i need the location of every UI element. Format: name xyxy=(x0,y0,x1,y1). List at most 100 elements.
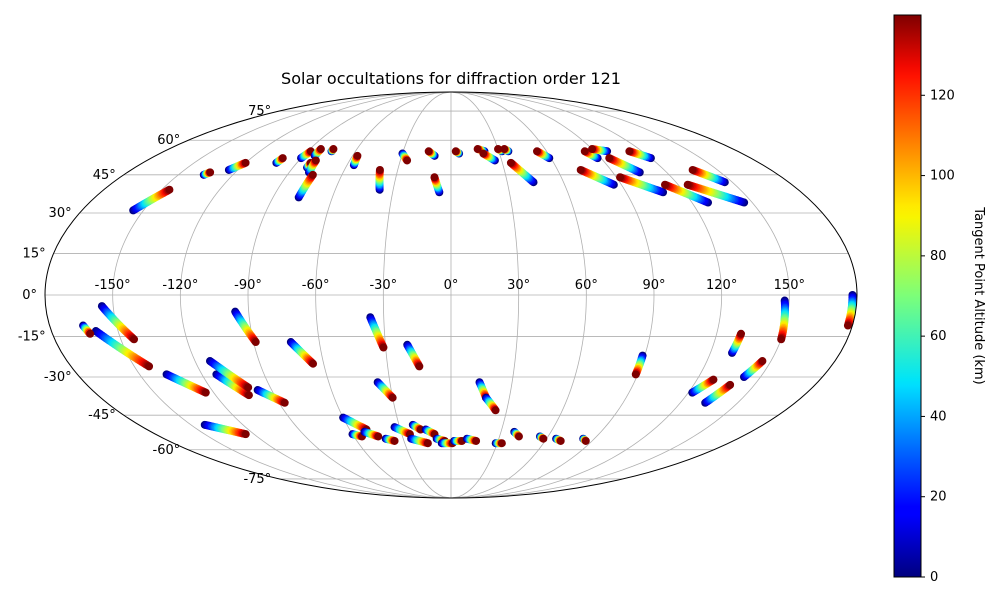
colorbar-tick-label: 100 xyxy=(930,169,955,184)
longitude-tick-label: 150° xyxy=(774,278,805,293)
meridian-gridline xyxy=(315,91,452,499)
occultation-point xyxy=(500,145,509,154)
map-boundary xyxy=(44,91,858,499)
longitude-tick-labels: -150° -120° -90° -60° -30° 0° 30° 60° 90° 120° 150… xyxy=(95,278,805,293)
occultation-point xyxy=(660,180,669,189)
occultation-point xyxy=(390,436,399,445)
occultation-point xyxy=(539,434,548,443)
occultation-point xyxy=(514,432,523,441)
longitude-tick-label: 30° xyxy=(507,278,530,293)
longitude-tick-label: -60° xyxy=(302,278,330,293)
occultation-point xyxy=(479,149,488,158)
occultation-point xyxy=(388,393,397,402)
occultation-points xyxy=(79,145,857,448)
occultation-point xyxy=(241,430,250,439)
latitude-tick-label: -60° xyxy=(153,443,181,458)
occultation-point xyxy=(491,406,500,415)
colorbar-ticks: 0 20 40 60 80 100 120 xyxy=(921,88,955,585)
latitude-tick-label: 60° xyxy=(157,133,180,148)
occultation-point xyxy=(375,165,384,174)
occultation-point xyxy=(576,165,585,174)
longitude-tick-label: 90° xyxy=(642,278,665,293)
occultation-point xyxy=(244,391,253,400)
occultation-point xyxy=(588,145,597,154)
occultation-point xyxy=(451,147,460,156)
colorbar-tick-label: 0 xyxy=(930,570,938,585)
occultation-point xyxy=(423,439,432,448)
colorbar: 0 20 40 60 80 100 120 Tangent Point Altitude (… xyxy=(893,14,986,585)
graticule xyxy=(45,91,857,499)
occultation-point xyxy=(130,335,139,344)
occultation-point xyxy=(533,147,542,156)
occultation-point xyxy=(316,145,325,154)
colorbar-tick-label: 60 xyxy=(930,329,947,344)
occultation-point xyxy=(506,158,515,167)
occultation-point xyxy=(308,170,317,179)
chart-title: Solar occultations for diffraction order… xyxy=(281,69,621,88)
colorbar-gradient xyxy=(893,14,922,578)
occultation-point xyxy=(580,147,589,156)
occultation-point xyxy=(683,180,692,189)
occultation-point xyxy=(165,185,174,194)
latitude-tick-labels: -75° -60° -45° -30° -15° 0° 15° 30° 45° 60° 75° xyxy=(18,104,271,487)
colorbar-label: Tangent Point Altitude (km) xyxy=(971,206,986,384)
occultation-point xyxy=(86,329,95,338)
latitude-tick-label: -75° xyxy=(243,472,271,487)
occultation-point xyxy=(625,147,634,156)
occultation-point xyxy=(329,145,338,154)
occultation-point xyxy=(777,335,786,344)
occultation-point xyxy=(581,436,590,445)
occultation-point xyxy=(737,329,746,338)
colorbar-tick-label: 80 xyxy=(930,249,947,264)
occultation-point xyxy=(605,154,614,163)
occultation-point xyxy=(353,151,362,160)
occultation-point xyxy=(278,154,287,163)
occultation-point xyxy=(631,370,640,379)
meridian-gridline xyxy=(450,91,655,499)
occultation-point xyxy=(403,156,412,165)
latitude-tick-label: -30° xyxy=(44,370,72,385)
occultation-point xyxy=(201,388,210,397)
meridian-gridline xyxy=(247,91,452,499)
longitude-tick-label: 120° xyxy=(706,278,737,293)
meridian-gridline xyxy=(450,91,520,499)
occultation-point xyxy=(688,165,697,174)
meridian-gridline xyxy=(450,91,723,499)
occultation-point xyxy=(244,383,253,392)
occultation-point xyxy=(709,375,718,384)
longitude-tick-label: -120° xyxy=(162,278,198,293)
occultation-point xyxy=(472,436,481,445)
longitude-tick-label: -30° xyxy=(369,278,397,293)
latitude-tick-label: 45° xyxy=(93,168,116,183)
longitude-tick-label: 0° xyxy=(444,278,459,293)
longitude-tick-label: 60° xyxy=(575,278,598,293)
occultation-point xyxy=(430,173,439,182)
colorbar-tick-label: 40 xyxy=(930,409,947,424)
occultation-point xyxy=(145,362,154,371)
occultation-point xyxy=(415,362,424,371)
occultation-point xyxy=(311,156,320,165)
occultation-point xyxy=(843,321,852,330)
occultation-point xyxy=(251,338,260,347)
latitude-tick-label: -45° xyxy=(88,408,116,423)
occultation-point xyxy=(616,173,625,182)
latitude-tick-label: 15° xyxy=(23,246,46,261)
occultation-point xyxy=(556,436,565,445)
latitude-tick-label: -15° xyxy=(18,330,46,345)
colorbar-tick-label: 20 xyxy=(930,490,947,505)
occultation-point xyxy=(379,343,388,352)
occultation-point xyxy=(473,145,482,154)
meridian-gridline xyxy=(112,91,452,499)
meridian-gridline xyxy=(450,91,790,499)
occultation-point xyxy=(758,357,767,366)
latitude-tick-label: 75° xyxy=(248,104,271,119)
occultation-point xyxy=(374,432,383,441)
latitude-tick-label: 30° xyxy=(49,206,72,221)
occultation-point xyxy=(280,398,289,407)
meridian-gridline xyxy=(450,91,587,499)
meridian-gridline xyxy=(179,91,452,499)
occultation-point xyxy=(424,147,433,156)
occultation-point xyxy=(309,359,318,368)
colorbar-tick-label: 120 xyxy=(930,88,955,103)
